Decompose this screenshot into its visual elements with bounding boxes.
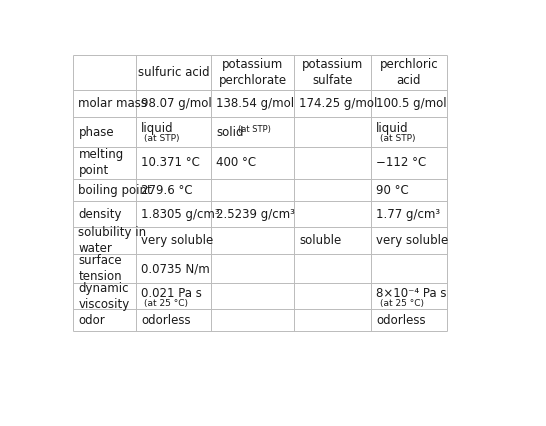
Text: solid: solid [216, 126, 244, 138]
Text: 279.6 °C: 279.6 °C [141, 184, 193, 197]
Text: −112 °C: −112 °C [376, 156, 426, 170]
Text: liquid: liquid [376, 122, 409, 135]
Text: (at STP): (at STP) [145, 134, 180, 143]
Text: 138.54 g/mol: 138.54 g/mol [216, 98, 294, 110]
Text: 1.77 g/cm³: 1.77 g/cm³ [376, 207, 441, 221]
Text: (at STP): (at STP) [239, 125, 271, 134]
Text: melting
point: melting point [79, 149, 123, 178]
Text: 8×10⁻⁴ Pa s: 8×10⁻⁴ Pa s [376, 287, 447, 300]
Text: 100.5 g/mol: 100.5 g/mol [376, 98, 447, 110]
Text: potassium
perchlorate: potassium perchlorate [219, 58, 287, 87]
Text: 400 °C: 400 °C [216, 156, 257, 170]
Text: odor: odor [79, 314, 105, 327]
Text: boiling point: boiling point [79, 184, 152, 197]
Text: 2.5239 g/cm³: 2.5239 g/cm³ [216, 207, 295, 221]
Text: surface
tension: surface tension [79, 254, 122, 283]
Text: 90 °C: 90 °C [376, 184, 409, 197]
Text: density: density [79, 207, 122, 221]
Text: 1.8305 g/cm³: 1.8305 g/cm³ [141, 207, 219, 221]
Text: very soluble: very soluble [141, 234, 213, 247]
Text: odorless: odorless [141, 314, 191, 327]
Text: 10.371 °C: 10.371 °C [141, 156, 200, 170]
Text: (at STP): (at STP) [379, 134, 415, 143]
Text: potassium
sulfate: potassium sulfate [302, 58, 363, 87]
Text: 0.021 Pa s: 0.021 Pa s [141, 287, 202, 300]
Text: soluble: soluble [299, 234, 342, 247]
Text: 174.25 g/mol: 174.25 g/mol [299, 98, 378, 110]
Text: odorless: odorless [376, 314, 426, 327]
Text: solubility in
water: solubility in water [79, 226, 146, 255]
Text: (at 25 °C): (at 25 °C) [145, 299, 188, 308]
Text: perchloric
acid: perchloric acid [379, 58, 438, 87]
Text: 98.07 g/mol: 98.07 g/mol [141, 98, 212, 110]
Text: very soluble: very soluble [376, 234, 449, 247]
Text: liquid: liquid [141, 122, 174, 135]
Text: sulfuric acid: sulfuric acid [138, 66, 210, 79]
Text: 0.0735 N/m: 0.0735 N/m [141, 262, 210, 275]
Text: phase: phase [79, 126, 114, 138]
Text: dynamic
viscosity: dynamic viscosity [79, 282, 129, 311]
Text: (at 25 °C): (at 25 °C) [379, 299, 424, 308]
Text: molar mass: molar mass [79, 98, 147, 110]
